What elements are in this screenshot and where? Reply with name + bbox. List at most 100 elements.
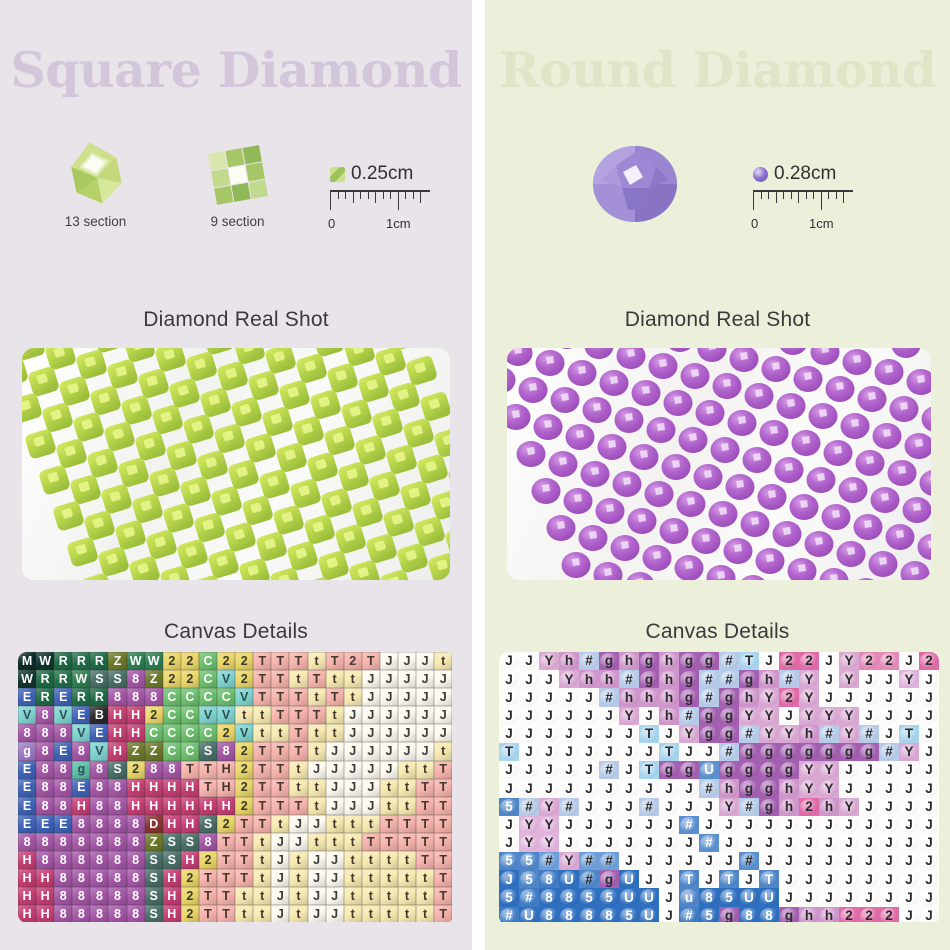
canvas-cell-symbol: g: [700, 707, 718, 724]
canvas-cell-symbol: J: [880, 798, 898, 815]
canvas-cell: S: [198, 814, 218, 833]
canvas-cell-symbol: J: [860, 798, 878, 815]
canvas-cell: 8: [579, 906, 599, 922]
canvas-cell: T: [271, 760, 290, 779]
canvas-cell: T: [307, 706, 326, 725]
canvas-cell: H: [108, 724, 127, 743]
canvas-cell: H: [18, 887, 37, 906]
canvas-cell: H: [126, 724, 145, 743]
canvas-cell-symbol: J: [860, 671, 878, 688]
canvas-cell-symbol: J: [540, 780, 558, 797]
canvas-cell: J: [839, 779, 859, 798]
canvas-cell: Y: [799, 779, 819, 798]
canvas-cell: R: [54, 652, 73, 671]
canvas-cell: J: [659, 779, 679, 798]
canvas-cell-symbol: Y: [840, 653, 858, 670]
canvas-cell: #: [739, 724, 759, 743]
canvas-cell: E: [90, 724, 109, 743]
canvas-cell: V: [90, 742, 109, 761]
canvas-cell: J: [879, 797, 899, 816]
canvas-cell-symbol: J: [820, 871, 838, 888]
specimen-13-section: 13 section: [38, 140, 153, 229]
canvas-cell: T: [217, 887, 236, 906]
canvas-cell-symbol: Y: [760, 707, 778, 724]
canvas-cell: J: [559, 742, 579, 762]
canvas-cell: 5: [719, 888, 739, 907]
canvas-cell: T: [198, 869, 218, 888]
canvas-cell-symbol: J: [740, 834, 758, 852]
canvas-cell: J: [919, 852, 939, 871]
canvas-cell: 8: [108, 778, 127, 797]
canvas-cell: h: [759, 670, 779, 689]
canvas-cell-symbol: J: [560, 725, 578, 742]
canvas-cell: #: [699, 833, 719, 853]
canvas-cell: t: [253, 706, 272, 725]
canvas-cell: J: [619, 724, 639, 743]
canvas-cell-symbol: 5: [700, 907, 718, 922]
canvas-cell: C: [180, 706, 199, 725]
canvas-cell-symbol: #: [820, 725, 838, 742]
canvas-cell-symbol: h: [660, 671, 678, 688]
canvas-cell: C: [217, 688, 236, 707]
canvas-cell: T: [253, 778, 272, 797]
canvas-cell: t: [307, 742, 326, 761]
canvas-cell: 5: [519, 852, 539, 871]
canvas-cell: J: [919, 833, 939, 853]
canvas-cell-symbol: J: [920, 907, 938, 922]
round-ruler-zero-label: 0: [751, 216, 759, 231]
canvas-cell: H: [162, 814, 181, 833]
canvas-cell: J: [819, 652, 839, 671]
canvas-cell-symbol: g: [860, 743, 878, 761]
canvas-cell: 8: [108, 851, 127, 870]
canvas-cell: T: [253, 652, 272, 671]
canvas-cell-symbol: g: [760, 743, 778, 761]
canvas-cell: 8: [108, 796, 127, 815]
canvas-cell-symbol: J: [760, 834, 778, 852]
canvas-cell: #: [679, 706, 699, 725]
canvas-cell: T: [361, 652, 380, 671]
canvas-cell: T: [434, 832, 453, 852]
canvas-cell: J: [759, 833, 779, 853]
canvas-cell-symbol: #: [600, 689, 618, 706]
canvas-cell-symbol: 8: [580, 907, 598, 922]
canvas-cell: t: [289, 760, 308, 779]
canvas-cell-symbol: J: [600, 743, 618, 761]
canvas-cell: T: [217, 832, 236, 852]
canvas-cell: J: [859, 761, 879, 780]
canvas-cell: H: [180, 796, 199, 815]
canvas-cell: R: [36, 670, 55, 689]
canvas-cell: h: [799, 724, 819, 743]
canvas-cell: J: [919, 906, 939, 922]
canvas-cell: t: [325, 832, 344, 852]
canvas-cell: T: [899, 724, 919, 743]
canvas-cell: J: [899, 906, 919, 922]
canvas-cell: J: [819, 688, 839, 707]
canvas-cell: Y: [839, 652, 859, 671]
canvas-cell: t: [289, 851, 308, 870]
canvas-cell: 8: [539, 888, 559, 907]
canvas-cell: 8: [72, 832, 91, 852]
canvas-cell: t: [253, 724, 272, 743]
canvas-cell: 8: [198, 832, 218, 852]
canvas-cell-symbol: J: [560, 762, 578, 779]
canvas-cell: 8: [126, 887, 145, 906]
canvas-cell-symbol: J: [840, 780, 858, 797]
canvas-cell-symbol: Y: [820, 707, 838, 724]
canvas-cell: J: [325, 851, 344, 870]
canvas-cell: J: [799, 852, 819, 871]
canvas-cell: H: [162, 869, 181, 888]
canvas-cell: Y: [839, 797, 859, 816]
canvas-cell-symbol: J: [660, 780, 678, 797]
canvas-cell-symbol: J: [600, 816, 618, 833]
canvas-cell: t: [235, 706, 254, 725]
canvas-cell-symbol: J: [820, 689, 838, 706]
canvas-cell: H: [217, 760, 236, 779]
canvas-cell-symbol: J: [560, 816, 578, 833]
canvas-cell-symbol: J: [880, 725, 898, 742]
canvas-cell: V: [235, 688, 254, 707]
canvas-cell: T: [217, 851, 236, 870]
canvas-cell: T: [434, 778, 453, 797]
canvas-cell: Y: [759, 724, 779, 743]
canvas-cell-symbol: J: [700, 853, 718, 870]
canvas-cell: J: [699, 742, 719, 762]
